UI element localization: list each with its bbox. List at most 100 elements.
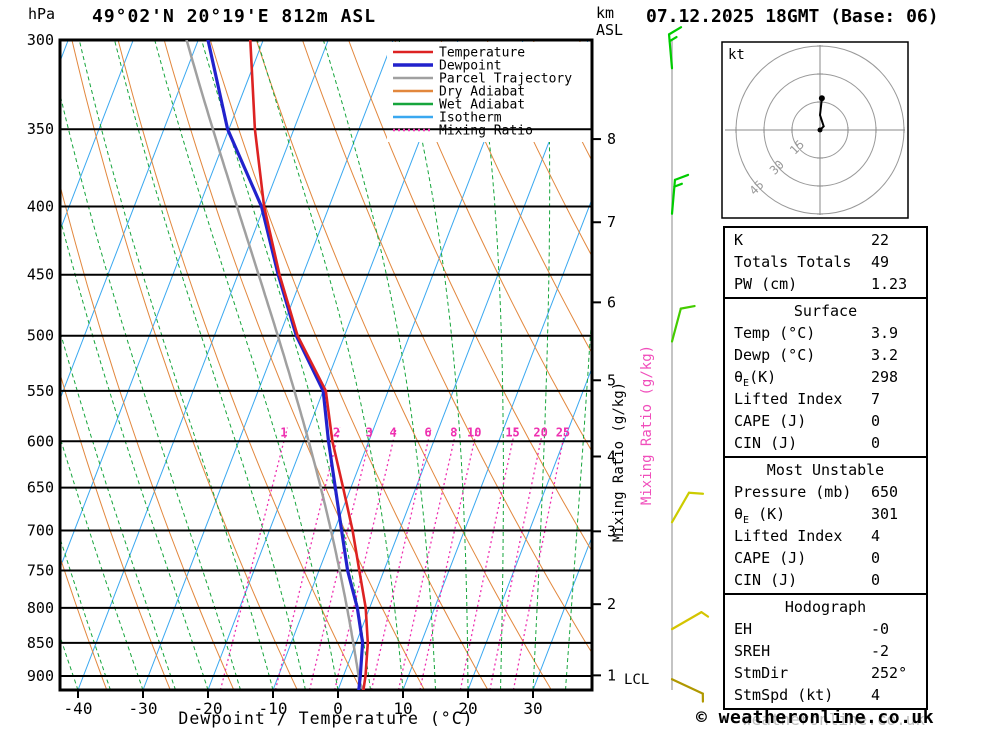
legend-label: Wet Adiabat xyxy=(439,98,525,113)
wind-barb xyxy=(673,182,683,188)
svg-text:-20: -20 xyxy=(194,699,223,718)
stat-label: StmDir xyxy=(734,664,789,682)
wind-barb xyxy=(670,678,704,695)
svg-text:3: 3 xyxy=(365,425,372,439)
svg-text:2: 2 xyxy=(333,425,340,439)
plot-border xyxy=(58,38,594,692)
svg-text:10: 10 xyxy=(467,425,481,439)
stats-row: EH -0 xyxy=(725,618,926,640)
stats-row: CIN (J) 0 xyxy=(725,569,926,591)
pressure-axis-labels: 300 350 400 450 500 550 600 650 700 750 800 850 900 xyxy=(27,31,54,685)
svg-text:1: 1 xyxy=(280,425,287,439)
stats-section-header: Surface xyxy=(793,302,858,320)
mixing-ratio-dotted-lines xyxy=(219,427,567,690)
stats-row: Lifted Index 4 xyxy=(725,525,926,547)
temperature-line xyxy=(249,40,370,690)
lcl-label: LCL xyxy=(624,672,649,688)
datetime-title: 07.12.2025 18GMT (Base: 06) xyxy=(646,6,939,27)
wind-barb xyxy=(668,35,678,43)
stat-value: -2 xyxy=(871,642,890,660)
stats-section: Most Unstable Pressure (mb) 650 θE (K) 301 Li… xyxy=(723,456,928,595)
stats-row: Lifted Index 7 xyxy=(725,388,926,410)
svg-text:400: 400 xyxy=(27,198,54,216)
stat-value: 7 xyxy=(871,390,881,408)
legend-label: Parcel Trajectory xyxy=(439,72,572,87)
svg-text:6: 6 xyxy=(607,293,616,311)
stat-label: StmSpd (kt) xyxy=(734,686,834,704)
hodograph-trace xyxy=(818,98,825,131)
svg-text:900: 900 xyxy=(27,667,54,685)
svg-text:600: 600 xyxy=(27,432,54,450)
stats-section: Hodograph EH -0 SREH -2 StmDir 252° StmSpd (kt)… xyxy=(723,593,928,710)
dry-adiabat-lines xyxy=(60,40,592,690)
wind-barb xyxy=(700,611,710,618)
stat-value: 0 xyxy=(871,571,881,589)
stat-value: 4 xyxy=(871,527,881,545)
stats-row: CIN (J) 0 xyxy=(725,432,926,454)
stats-section: Surface Temp (°C) 3.9 Dewp (°C) 3.2 θE(K) 298 L… xyxy=(723,297,928,458)
pressure-lines xyxy=(60,39,592,677)
legend-label: Dry Adiabat xyxy=(439,85,525,100)
stats-row: StmDir 252° xyxy=(725,662,926,684)
stat-label: Dewp (°C) xyxy=(734,346,816,364)
wind-barb xyxy=(667,26,683,36)
watermark-text: weatheronline.co.uk xyxy=(742,710,926,729)
legend-label: Mixing Ratio xyxy=(439,124,533,139)
stat-value: 650 xyxy=(871,483,899,501)
svg-text:7: 7 xyxy=(607,213,616,231)
svg-text:-30: -30 xyxy=(129,699,158,718)
km-axis-ticks: 1 2 3 4 5 6 7 8 xyxy=(592,130,616,684)
stat-label: Pressure (mb) xyxy=(734,483,852,501)
altitude-axis-unit-km: km xyxy=(596,4,615,22)
svg-text:15: 15 xyxy=(505,425,519,439)
svg-text:20: 20 xyxy=(458,699,477,718)
mixing-ratio-axis-label: Mixing Ratio (g/kg) xyxy=(611,382,627,542)
hodograph-unit-label: kt xyxy=(728,47,745,63)
stats-table: K 22 Totals Totals 49 PW (cm) 1.23 Surface Temp… xyxy=(723,226,928,710)
stat-value: 1.23 xyxy=(871,275,908,293)
profiles xyxy=(185,40,370,690)
stat-value: 0 xyxy=(871,412,881,430)
stat-value: 49 xyxy=(871,253,890,271)
wet-adiabat-lines xyxy=(60,40,592,690)
altitude-axis-unit-asl: ASL xyxy=(596,21,624,39)
stats-row: SREH -2 xyxy=(725,640,926,662)
stat-value: 3.9 xyxy=(871,324,899,342)
svg-text:20: 20 xyxy=(533,425,547,439)
hodograph-origin-dot xyxy=(817,127,823,133)
stats-row: Totals Totals 49 xyxy=(725,251,926,273)
stats-row: CAPE (J) 0 xyxy=(725,410,926,432)
stat-label: Temp (°C) xyxy=(734,324,816,342)
hodograph-end-dot xyxy=(818,95,825,102)
pressure-axis-unit: hPa xyxy=(28,5,56,23)
wind-barb xyxy=(679,304,696,310)
stat-value: 0 xyxy=(871,549,881,567)
stat-value: 301 xyxy=(871,505,899,523)
stat-label: θE(K) xyxy=(734,368,777,389)
stats-row: PW (cm) 1.23 xyxy=(725,273,926,295)
svg-text:10: 10 xyxy=(393,699,412,718)
svg-text:0: 0 xyxy=(333,699,343,718)
stat-label: Totals Totals xyxy=(734,253,852,271)
svg-text:850: 850 xyxy=(27,634,54,652)
x-axis-label: Dewpoint / Temperature (°C) xyxy=(178,709,474,728)
svg-text:-10: -10 xyxy=(259,699,288,718)
svg-text:6: 6 xyxy=(424,425,431,439)
parcel-trajectory-line xyxy=(185,40,365,690)
mixing-ratio-labels: 1 2 3 4 6 8 10 15 20 25 xyxy=(280,425,570,439)
background-lines xyxy=(60,40,592,690)
stats-row: Temp (°C) 3.9 xyxy=(725,322,926,344)
svg-text:550: 550 xyxy=(27,382,54,400)
wind-barb xyxy=(670,491,691,524)
legend-label: Temperature xyxy=(439,46,525,61)
isotherm-lines xyxy=(60,40,592,690)
stats-row: θE (K) 301 xyxy=(725,503,926,526)
stat-label: Lifted Index xyxy=(734,390,843,408)
wind-barb xyxy=(673,173,690,181)
dewpoint-line xyxy=(206,40,365,690)
stats-row: CAPE (J) 0 xyxy=(725,547,926,569)
copyright-link[interactable]: © weatheronline.co.uk xyxy=(696,707,935,728)
